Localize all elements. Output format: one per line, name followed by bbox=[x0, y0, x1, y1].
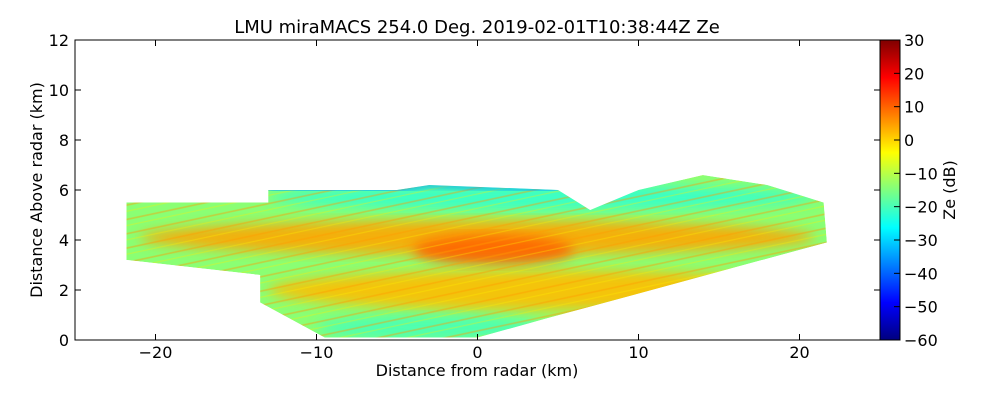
y-tick-label: 8 bbox=[59, 131, 69, 150]
x-tick-label: −20 bbox=[139, 343, 173, 362]
y-axis-label: Distance Above radar (km) bbox=[27, 82, 46, 298]
y-tick-label: 0 bbox=[59, 331, 69, 350]
y-axis: 0 2 4 6 8 10 12 bbox=[49, 31, 880, 350]
colorbar-tick-label: −60 bbox=[904, 331, 938, 350]
colorbar-tick-label: −10 bbox=[904, 164, 938, 183]
colorbar-tick-label: −20 bbox=[904, 198, 938, 217]
cloud-top-fringe bbox=[268, 182, 559, 192]
x-axis: −20 −10 0 10 20 bbox=[139, 40, 810, 362]
x-tick-label: 20 bbox=[789, 343, 809, 362]
colorbar-tick-label: 10 bbox=[904, 98, 924, 117]
x-tick-label: −10 bbox=[300, 343, 334, 362]
colorbar-tick-label: 30 bbox=[904, 31, 924, 50]
colorbar-tick-label: −30 bbox=[904, 231, 938, 250]
x-tick-label: 0 bbox=[472, 343, 482, 362]
y-tick-label: 4 bbox=[59, 231, 69, 250]
echo-region bbox=[126, 175, 827, 338]
y-tick-label: 2 bbox=[59, 281, 69, 300]
y-tick-label: 12 bbox=[49, 31, 69, 50]
echo-texture bbox=[126, 175, 827, 338]
colorbar-tick-label: −40 bbox=[904, 264, 938, 283]
colorbar-axis: 30 20 10 0 −10 −20 −30 −40 −50 −60 bbox=[894, 31, 938, 350]
y-tick-label: 10 bbox=[49, 81, 69, 100]
colorbar-tick-label: 20 bbox=[904, 64, 924, 83]
x-axis-label: Distance from radar (km) bbox=[376, 361, 579, 380]
colorbar-tick-label: −50 bbox=[904, 298, 938, 317]
colorbar-label: Ze (dB) bbox=[940, 160, 959, 220]
x-tick-label: 10 bbox=[628, 343, 648, 362]
chart-title: LMU miraMACS 254.0 Deg. 2019-02-01T10:38… bbox=[234, 17, 720, 38]
y-tick-label: 6 bbox=[59, 181, 69, 200]
colorbar-tick-label: 0 bbox=[904, 131, 914, 150]
colorbar bbox=[879, 39, 901, 341]
